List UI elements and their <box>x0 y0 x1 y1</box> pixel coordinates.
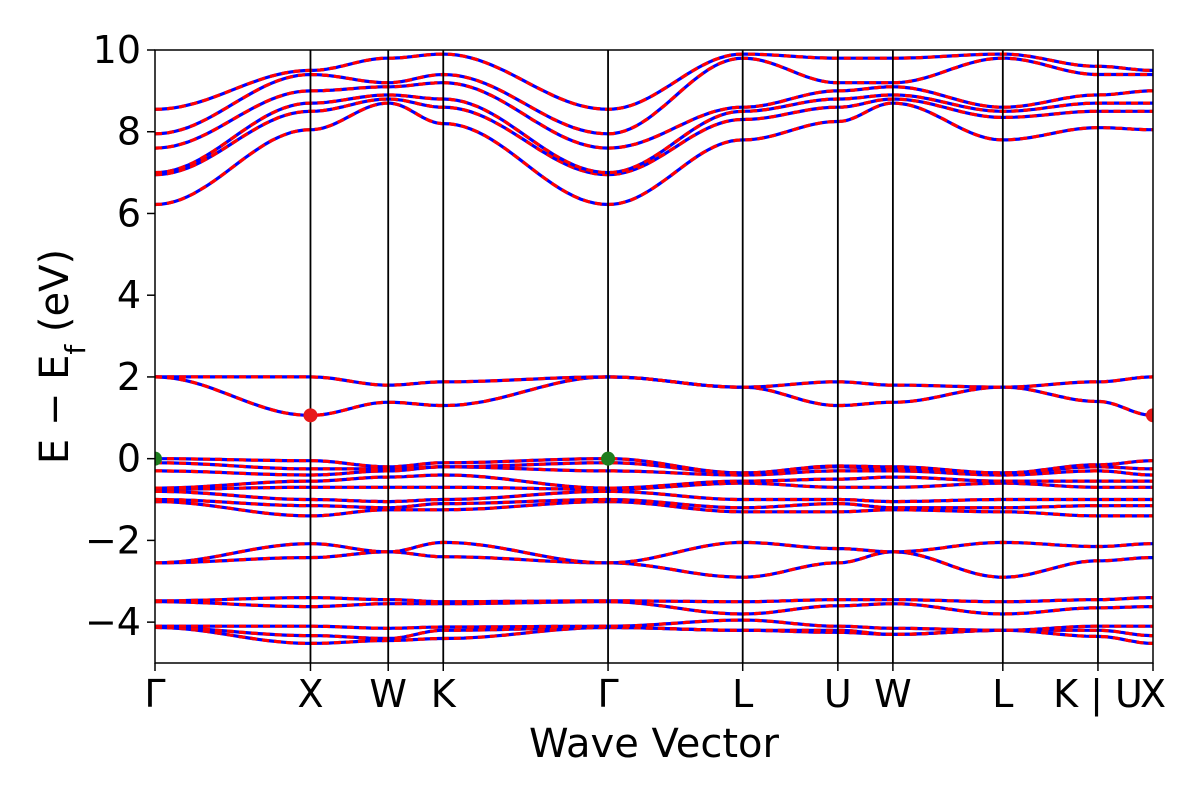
x-tick-label: W <box>874 672 912 716</box>
y-tick-label: −2 <box>85 518 141 562</box>
band-2-spin-down <box>155 618 1153 632</box>
vbm-marker-1 <box>601 451 616 466</box>
y-axis-label: E − Ef (eV) <box>32 249 92 464</box>
band-4-spin-down <box>155 596 1153 604</box>
band-18-spin-down <box>155 97 1153 177</box>
high-symmetry-lines <box>309 50 1099 663</box>
x-tick-label: K | U <box>1053 672 1143 717</box>
y-tick-label: 6 <box>117 191 141 235</box>
cbm-marker-2 <box>303 408 318 423</box>
y-tick-label: 8 <box>117 110 141 154</box>
y-tick-label: 4 <box>117 273 141 317</box>
x-tick-label: X <box>1140 672 1166 716</box>
x-tick-label: W <box>369 672 407 716</box>
y-axis-label-main: E − E <box>32 355 78 465</box>
x-tick-label: U <box>824 672 852 716</box>
y-axis-label-unit: (eV) <box>32 249 78 345</box>
vbm-marker-0 <box>155 451 162 466</box>
x-tick-label: L <box>732 672 753 716</box>
band-10-spin-down <box>155 481 1153 491</box>
band-edge-markers <box>155 408 1153 466</box>
y-axis-ticks: −4 −2 0 2 4 6 8 10 <box>85 28 155 644</box>
x-tick-label: X <box>297 672 323 716</box>
y-tick-label: −4 <box>85 600 141 644</box>
cbm-marker-3 <box>1146 408 1153 423</box>
x-tick-label: L <box>992 672 1013 716</box>
band-15-spin-down <box>155 375 1153 417</box>
y-axis-label-subscript: f <box>59 344 92 355</box>
plot-frame <box>154 49 1154 664</box>
x-axis-label: Wave Vector <box>529 721 780 767</box>
y-tick-label: 0 <box>117 437 141 481</box>
x-tick-label: K <box>431 672 457 716</box>
band-20-spin-down <box>155 81 1153 150</box>
band-17-spin-down <box>155 101 1153 207</box>
y-tick-label: 2 <box>117 355 141 399</box>
x-tick-label: Γ <box>597 672 618 716</box>
y-tick-label: 10 <box>93 28 141 72</box>
x-tick-label: Γ <box>144 672 165 716</box>
